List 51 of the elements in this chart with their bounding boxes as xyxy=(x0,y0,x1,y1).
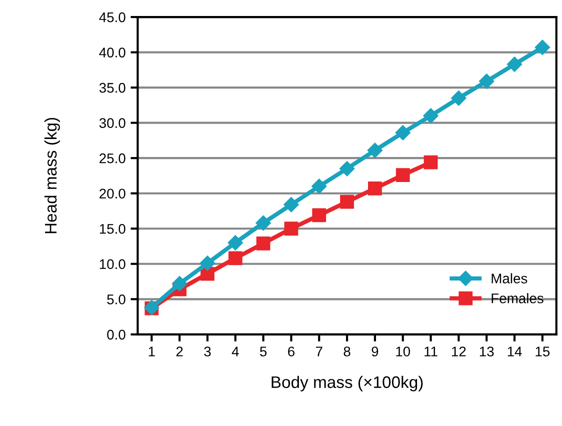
y-tick-label: 25.0 xyxy=(100,153,126,164)
y-tick-label: 30.0 xyxy=(99,118,126,128)
point xyxy=(312,208,326,222)
point xyxy=(506,56,522,72)
x-tick-label: 4 xyxy=(232,346,239,356)
y-tick-label: 45.0 xyxy=(99,12,126,22)
y-tick-label: 0.0 xyxy=(107,330,126,340)
y-tick-label: 10.0 xyxy=(100,259,126,270)
x-tick-label: 6 xyxy=(288,346,294,356)
x-tick-label: 10 xyxy=(396,346,410,356)
point xyxy=(451,90,466,106)
y-tick-label: 5.0 xyxy=(107,294,126,304)
point xyxy=(424,155,438,170)
x-tick-label: 3 xyxy=(204,346,211,356)
point xyxy=(172,276,188,292)
y-tick-label: 35.0 xyxy=(99,82,126,93)
x-tick-label: 7 xyxy=(316,346,322,356)
point xyxy=(312,178,327,194)
legend-label: Males xyxy=(492,273,528,284)
y-tick-label: 40.0 xyxy=(99,48,126,58)
x-tick-label: 2 xyxy=(176,346,183,356)
x-tick-label: 5 xyxy=(260,346,267,356)
x-tick-label: 8 xyxy=(344,346,350,356)
point xyxy=(479,74,494,89)
point xyxy=(200,256,216,271)
x-tick-label: 12 xyxy=(452,346,466,356)
legend-label: Females xyxy=(492,293,544,304)
point xyxy=(534,40,550,55)
point xyxy=(284,222,298,236)
y-tick-label: 15.0 xyxy=(100,224,126,234)
point xyxy=(340,194,354,209)
point xyxy=(339,161,355,176)
point xyxy=(367,142,383,158)
point xyxy=(228,251,242,266)
x-tick-label: 14 xyxy=(508,346,522,356)
x-tick-label: 1 xyxy=(148,346,155,356)
y-tick-label: 20.0 xyxy=(100,188,126,199)
x-tick-label: 9 xyxy=(372,346,378,356)
point xyxy=(396,168,410,182)
point xyxy=(423,108,438,124)
x-tick-label: 15 xyxy=(536,346,550,356)
point xyxy=(228,235,243,250)
point xyxy=(368,181,382,196)
x-axis-title: Body mass (×100kg) xyxy=(272,376,423,392)
point xyxy=(256,215,271,231)
point xyxy=(284,197,299,212)
x-tick-label: 13 xyxy=(480,346,494,356)
x-tick-label: 11 xyxy=(424,346,438,356)
point xyxy=(256,236,270,250)
point xyxy=(395,125,410,140)
y-axis-title: Head mass (kg) xyxy=(44,118,60,234)
